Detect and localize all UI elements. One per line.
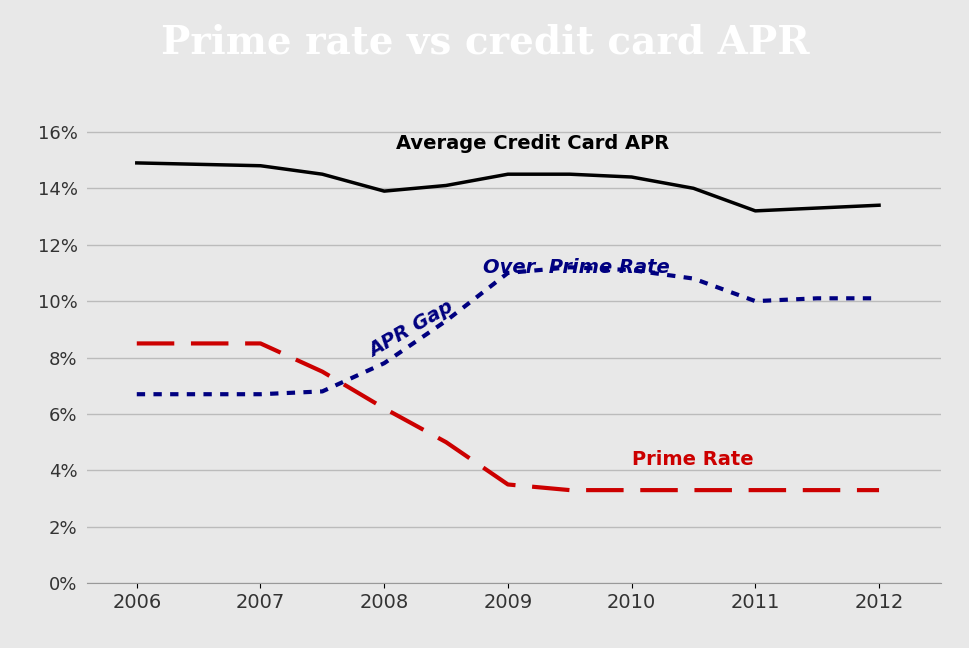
Text: APR Gap: APR Gap	[365, 297, 456, 361]
Text: Prime Rate: Prime Rate	[631, 450, 753, 469]
Text: Average Credit Card APR: Average Credit Card APR	[395, 133, 669, 153]
Text: Over  Prime Rate: Over Prime Rate	[483, 258, 670, 277]
Text: Prime rate vs credit card APR: Prime rate vs credit card APR	[161, 23, 808, 61]
